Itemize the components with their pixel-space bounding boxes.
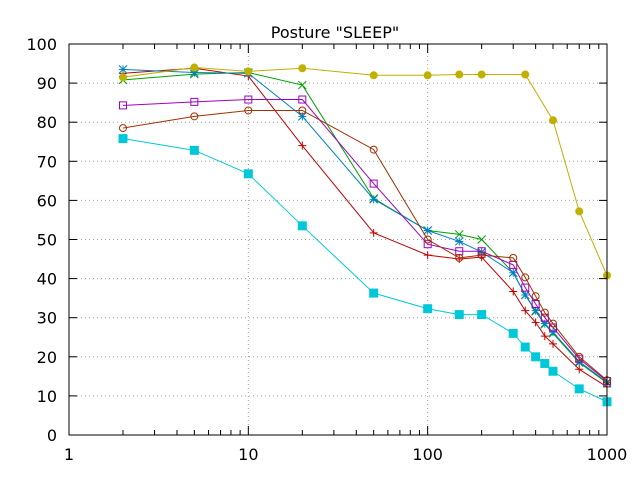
- series-6: [118, 63, 611, 280]
- data-point: [540, 332, 549, 341]
- data-point: [521, 283, 530, 292]
- data-point: [454, 237, 464, 246]
- data-point: [369, 71, 378, 80]
- data-point: [548, 366, 558, 376]
- data-point: [531, 352, 541, 362]
- data-point: [190, 112, 199, 121]
- x-tick-label: 1: [64, 445, 74, 464]
- y-tick-label: 70: [37, 152, 57, 171]
- data-point: [423, 240, 432, 249]
- series-5: [118, 106, 611, 385]
- x-tick-label: 1000: [587, 445, 628, 464]
- data-point: [548, 327, 558, 337]
- series-line: [122, 109, 608, 381]
- y-tick-label: 100: [26, 35, 57, 54]
- data-point: [369, 228, 378, 237]
- x-tick-label: 10: [238, 445, 258, 464]
- data-point: [531, 292, 540, 301]
- data-point: [244, 106, 253, 115]
- y-tick-label: 40: [37, 270, 57, 289]
- data-point: [549, 319, 558, 328]
- data-point: [509, 253, 518, 262]
- data-point: [118, 134, 128, 144]
- data-point: [118, 101, 127, 110]
- plot-frame: [68, 43, 608, 436]
- data-point: [244, 67, 253, 76]
- data-point: [477, 251, 486, 260]
- y-tick-label: 30: [37, 309, 57, 328]
- data-point: [297, 111, 307, 121]
- series-line: [122, 66, 608, 276]
- data-point: [574, 357, 584, 366]
- data-point: [298, 64, 307, 73]
- data-point: [540, 308, 549, 317]
- data-point: [118, 65, 128, 74]
- data-point: [531, 306, 540, 316]
- data-point: [575, 352, 584, 361]
- data-point: [423, 304, 433, 314]
- data-point: [369, 145, 378, 154]
- grid-lines: [69, 44, 607, 435]
- y-tick-label: 80: [37, 113, 57, 132]
- y-tick-label: 60: [37, 191, 57, 210]
- data-point: [521, 306, 530, 315]
- y-tick-label: 50: [37, 231, 57, 250]
- data-point: [575, 207, 584, 216]
- data-point: [455, 253, 464, 262]
- data-point: [575, 354, 584, 363]
- data-point: [118, 73, 127, 82]
- data-point: [297, 221, 307, 231]
- data-point: [189, 145, 199, 155]
- data-point: [521, 273, 530, 282]
- y-tick-label: 90: [37, 74, 57, 93]
- data-point: [531, 300, 540, 309]
- data-point: [454, 230, 464, 239]
- data-point: [477, 70, 486, 79]
- data-point: [298, 95, 307, 104]
- series-7: [118, 134, 612, 407]
- data-point: [369, 194, 379, 204]
- data-point: [423, 71, 432, 80]
- data-point: [508, 328, 518, 338]
- data-point: [454, 310, 464, 320]
- data-point: [118, 124, 127, 133]
- y-tick-label: 20: [37, 348, 57, 367]
- data-point: [521, 70, 530, 79]
- data-point: [297, 80, 307, 90]
- data-point: [243, 169, 253, 179]
- y-tick-label: 0: [47, 426, 57, 445]
- data-point: [189, 68, 199, 77]
- data-point: [244, 95, 253, 104]
- data-point: [423, 251, 432, 260]
- series-layer: [118, 63, 612, 407]
- data-point: [575, 365, 584, 374]
- data-point: [190, 97, 199, 106]
- data-point: [369, 179, 378, 188]
- x-tick-label: 100: [412, 445, 443, 464]
- data-point: [477, 310, 487, 320]
- data-point: [369, 288, 379, 298]
- data-point: [540, 358, 550, 368]
- data-point: [520, 342, 530, 352]
- data-point: [298, 141, 307, 150]
- data-point: [508, 268, 518, 278]
- data-point: [423, 235, 432, 244]
- data-point: [549, 339, 558, 348]
- chart-title: Posture "SLEEP": [271, 23, 399, 42]
- data-point: [531, 318, 540, 327]
- data-point: [477, 235, 487, 244]
- data-point: [509, 287, 518, 296]
- data-point: [520, 290, 530, 300]
- data-point: [298, 106, 307, 115]
- data-point: [540, 319, 550, 328]
- data-point: [190, 63, 199, 72]
- data-point: [574, 384, 584, 394]
- data-point: [455, 70, 464, 79]
- y-tick-label: 10: [37, 387, 57, 406]
- data-point: [423, 226, 433, 235]
- data-point: [549, 116, 558, 125]
